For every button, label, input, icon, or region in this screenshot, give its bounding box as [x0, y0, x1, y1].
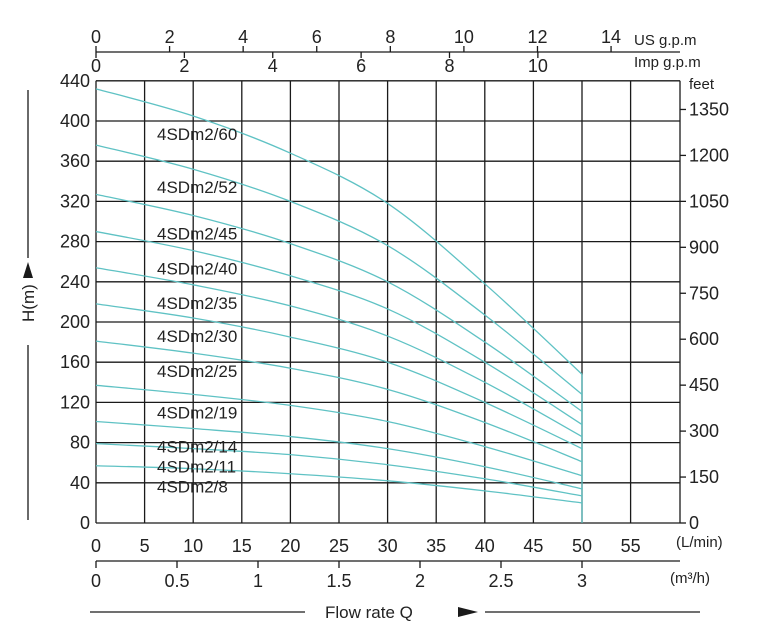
m3h-tick-0: 0	[91, 571, 101, 591]
feet-tick-300: 300	[689, 421, 719, 441]
x-axis-lmin-ticks: 0 5 10 15 20 25 30 35 40 45 50 55	[91, 536, 641, 556]
m3h-tick-2: 2	[415, 571, 425, 591]
y-tick-280: 280	[60, 232, 90, 252]
m3h-unit-label: (m³/h)	[670, 570, 710, 587]
feet-tick-1350: 1350	[689, 99, 729, 119]
curve-4SDm2-35	[95, 267, 583, 438]
us-gpm-tick-4: 4	[238, 27, 248, 47]
y-axis-left-ticks: 0 40 80 120 160 200 240 280 320 360 400 440	[60, 71, 90, 533]
curve-4SDm2-30	[95, 303, 583, 450]
y-tick-440: 440	[60, 71, 90, 91]
m3h-tick-1.5: 1.5	[326, 571, 351, 591]
x-axis-m3h-ticks: 0 0.5 1 1.5 2 2.5 3	[91, 560, 680, 591]
us-gpm-tick-0: 0	[91, 27, 101, 47]
curves	[95, 88, 583, 523]
m3h-tick-2.5: 2.5	[488, 571, 513, 591]
x-tick-50: 50	[572, 536, 592, 556]
feet-tick-1050: 1050	[689, 191, 729, 211]
x-tick-20: 20	[280, 536, 300, 556]
us-gpm-tick-6: 6	[312, 27, 322, 47]
y-tick-120: 120	[60, 392, 90, 412]
x-tick-30: 30	[378, 536, 398, 556]
y-title-arrow-icon	[23, 262, 33, 278]
imp-gpm-tick-10: 10	[528, 56, 548, 76]
curve-label-4SDm2-30: 4SDm2/30	[157, 327, 237, 346]
imp-gpm-tick-8: 8	[444, 56, 454, 76]
curve-label-4SDm2-25: 4SDm2/25	[157, 362, 237, 381]
x-title-arrow-icon	[458, 607, 478, 617]
curve-label-4SDm2-14: 4SDm2/14	[157, 438, 237, 457]
curve-4SDm2-40	[95, 230, 583, 426]
imp-gpm-tick-2: 2	[179, 56, 189, 76]
feet-tick-0: 0	[689, 513, 699, 533]
imp-gpm-tick-6: 6	[356, 56, 366, 76]
us-gpm-unit-label: US g.p.m	[634, 32, 697, 49]
curve-label-4SDm2-52: 4SDm2/52	[157, 178, 237, 197]
feet-unit-label: feet	[689, 76, 715, 93]
y-tick-320: 320	[60, 191, 90, 211]
feet-tick-900: 900	[689, 237, 719, 257]
feet-tick-150: 150	[689, 467, 719, 487]
x-axis-top-ticks: 0 2 4 6 8 10 12 140 2 4 6 8 10	[91, 27, 680, 76]
us-gpm-tick-10: 10	[454, 27, 474, 47]
us-gpm-tick-8: 8	[385, 27, 395, 47]
y-tick-200: 200	[60, 312, 90, 332]
feet-tick-750: 750	[689, 283, 719, 303]
feet-tick-600: 600	[689, 329, 719, 349]
curve-4SDm2-60	[95, 88, 583, 375]
us-gpm-tick-14: 14	[601, 27, 621, 47]
y-tick-40: 40	[70, 473, 90, 493]
curve-4SDm2-45	[95, 193, 583, 412]
x-tick-5: 5	[140, 536, 150, 556]
y-axis-right-ticks: 0 150 300 450 600 750 900 1050 1200 1350	[680, 99, 729, 533]
m3h-tick-3: 3	[577, 571, 587, 591]
x-tick-25: 25	[329, 536, 349, 556]
curve-label-4SDm2-60: 4SDm2/60	[157, 125, 237, 144]
y-tick-360: 360	[60, 151, 90, 171]
y-tick-400: 400	[60, 111, 90, 131]
y-tick-160: 160	[60, 352, 90, 372]
x-tick-10: 10	[183, 536, 203, 556]
curve-label-4SDm2-8: 4SDm2/8	[157, 478, 228, 497]
x-tick-45: 45	[523, 536, 543, 556]
curve-label-4SDm2-45: 4SDm2/45	[157, 224, 237, 243]
curve-4SDm2-19	[95, 384, 583, 477]
curve-4SDm2-8	[95, 465, 583, 504]
curve-4SDm2-14	[95, 420, 583, 490]
curve-label-4SDm2-40: 4SDm2/40	[157, 260, 237, 279]
x-tick-0: 0	[91, 536, 101, 556]
curve-label-4SDm2-11: 4SDm2/11	[157, 458, 236, 477]
curve-label-4SDm2-19: 4SDm2/19	[157, 403, 237, 422]
x-axis-title: Flow rate Q	[325, 603, 413, 622]
x-tick-15: 15	[232, 536, 252, 556]
y-tick-80: 80	[70, 433, 90, 453]
curve-label-4SDm2-35: 4SDm2/35	[157, 294, 237, 313]
y-axis-title: H(m)	[19, 284, 38, 322]
y-tick-240: 240	[60, 272, 90, 292]
m3h-tick-1: 1	[253, 571, 263, 591]
y-tick-0: 0	[80, 513, 90, 533]
curve-labels: 4SDm2/60 4SDm2/52 4SDm2/45 4SDm2/40 4SDm2/35…	[157, 125, 237, 497]
curve-4SDm2-52	[95, 144, 583, 395]
imp-gpm-unit-label: Imp g.p.m	[634, 54, 701, 71]
m3h-tick-0.5: 0.5	[164, 571, 189, 591]
curve-4SDm2-25	[95, 340, 583, 463]
x-tick-40: 40	[475, 536, 495, 556]
lmin-unit-label: (L/min)	[676, 534, 723, 551]
x-tick-35: 35	[426, 536, 446, 556]
us-gpm-tick-12: 12	[527, 27, 547, 47]
curve-4SDm2-11	[95, 442, 583, 497]
feet-tick-450: 450	[689, 375, 719, 395]
us-gpm-tick-2: 2	[165, 27, 175, 47]
x-tick-55: 55	[621, 536, 641, 556]
feet-tick-1200: 1200	[689, 145, 729, 165]
imp-gpm-tick-0: 0	[91, 56, 101, 76]
imp-gpm-tick-4: 4	[268, 56, 278, 76]
